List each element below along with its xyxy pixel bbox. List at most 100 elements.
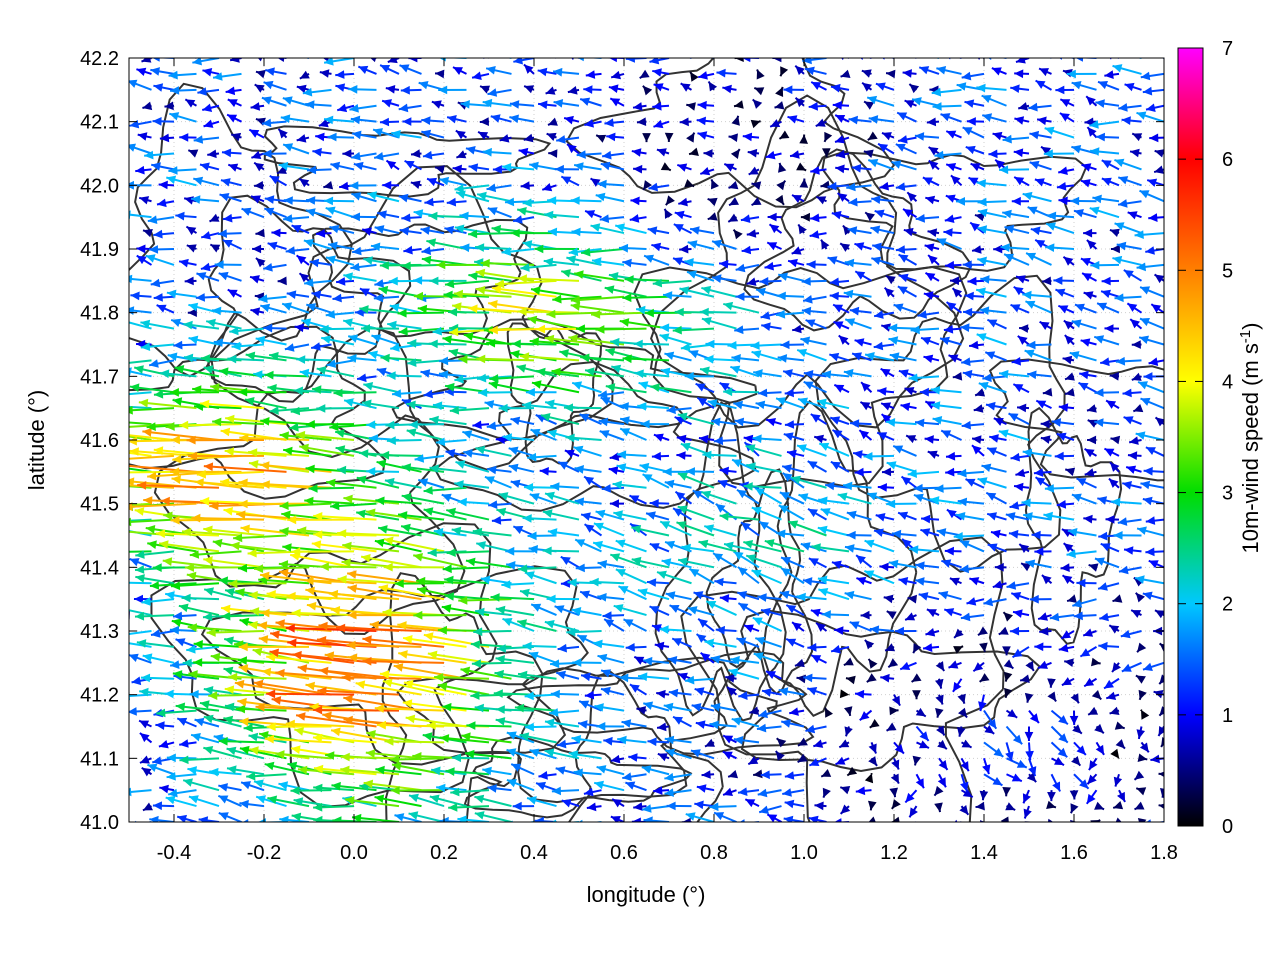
wind-arrow (899, 661, 917, 671)
wind-arrow (809, 230, 827, 239)
wind-arrow (914, 577, 940, 586)
wind-arrow (805, 319, 827, 330)
wind-arrow (839, 786, 851, 795)
colorbar-tick-label: 6 (1222, 149, 1233, 171)
wind-arrow (866, 95, 895, 107)
wind-arrow (780, 340, 805, 350)
wind-arrow (981, 463, 1007, 473)
wind-arrow (423, 389, 445, 399)
wind-arrow (1055, 288, 1075, 298)
wind-arrow (156, 708, 197, 718)
wind-arrow (366, 467, 400, 476)
wind-arrow (129, 423, 175, 428)
wind-arrow (490, 593, 535, 602)
wind-arrow (649, 542, 670, 553)
wind-arrow (298, 272, 310, 283)
wind-arrow (817, 575, 850, 585)
wind-arrow (1087, 706, 1099, 716)
wind-arrow (848, 115, 872, 125)
wind-arrow (1063, 542, 1075, 553)
wind-arrow (573, 445, 602, 457)
wind-arrow (1143, 466, 1164, 476)
wind-arrow (506, 778, 535, 792)
wind-arrow (254, 181, 265, 190)
wind-arrow (420, 369, 445, 378)
wind-arrow (960, 773, 969, 792)
wind-arrow (295, 430, 355, 441)
wind-arrow (391, 761, 445, 776)
wind-arrow (255, 335, 287, 346)
wind-arrow (260, 480, 332, 489)
wind-arrow (590, 223, 625, 235)
wind-arrow (429, 276, 467, 286)
colorbar (1177, 47, 1204, 827)
wind-arrow (1073, 773, 1090, 790)
wind-arrow (1154, 416, 1164, 427)
wind-arrow (258, 294, 287, 303)
wind-arrow (1064, 372, 1075, 381)
wind-arrow (353, 161, 377, 171)
wind-arrow (370, 242, 400, 252)
wind-arrow (423, 486, 467, 495)
wind-arrow (776, 291, 805, 301)
wind-arrow (1150, 303, 1164, 314)
wind-arrow (815, 195, 827, 205)
wind-arrow (186, 645, 220, 654)
wind-arrow (639, 462, 670, 473)
wind-arrow (297, 765, 355, 776)
wind-arrow (953, 532, 985, 541)
wind-arrow (225, 414, 287, 426)
wind-arrow (356, 373, 377, 383)
wind-arrow (922, 176, 940, 187)
wind-arrow (769, 119, 782, 128)
wind-arrow (845, 675, 856, 685)
wind-arrow (1114, 721, 1126, 730)
wind-arrow (460, 243, 490, 253)
wind-arrow (1109, 461, 1120, 473)
wind-arrow (962, 126, 985, 139)
wind-arrow (136, 244, 152, 254)
wind-arrow (982, 373, 1007, 383)
wind-arrow (699, 307, 737, 317)
wind-arrow (806, 260, 827, 269)
wind-arrow (698, 434, 715, 444)
wind-arrow (428, 339, 467, 349)
wind-arrow (983, 773, 1003, 787)
wind-arrow (574, 538, 602, 553)
wind-arrow (158, 740, 175, 749)
wind-arrow (1059, 98, 1075, 107)
wind-arrow (286, 591, 355, 601)
wind-arrow (959, 564, 985, 574)
wind-arrow (827, 181, 850, 191)
wind-arrow (941, 559, 962, 569)
wind-arrow (351, 192, 377, 203)
wind-arrow (351, 246, 377, 256)
wind-arrow (250, 102, 265, 111)
wind-arrow (1069, 710, 1079, 725)
wind-arrow (129, 435, 152, 441)
wind-arrow (398, 193, 422, 203)
wind-arrow (1002, 787, 1011, 797)
wind-arrow (229, 326, 265, 336)
wind-arrow (906, 191, 918, 202)
wind-arrow (303, 239, 332, 250)
wind-arrow (701, 770, 715, 779)
wind-arrow (981, 94, 1007, 107)
wind-arrow (135, 550, 175, 559)
wind-arrow (460, 666, 512, 680)
wind-arrow (219, 193, 242, 203)
y-tick-label: 41.9 (80, 239, 119, 261)
wind-arrow (935, 708, 944, 718)
wind-arrow (531, 380, 580, 394)
wind-arrow (282, 143, 310, 155)
wind-arrow (275, 668, 355, 680)
wind-arrow (129, 653, 152, 664)
wind-arrow (543, 210, 580, 220)
wind-arrow (495, 655, 535, 664)
wind-arrow (1114, 222, 1142, 235)
wind-arrow (281, 510, 332, 521)
wind-arrow (784, 420, 805, 429)
wind-arrow (880, 673, 895, 683)
wind-arrow (250, 307, 265, 316)
wind-arrow (961, 420, 985, 430)
